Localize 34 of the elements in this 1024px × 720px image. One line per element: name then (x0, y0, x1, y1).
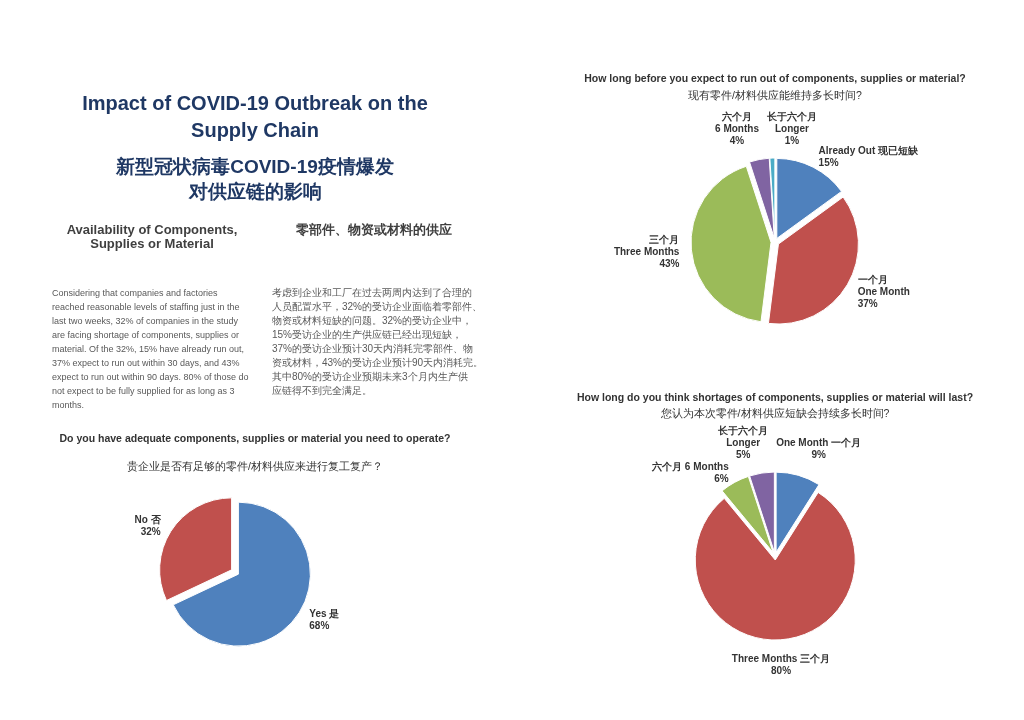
slice-label: 长于六个月 Longer (717, 425, 769, 448)
text: Impact of COVID-19 Outbreak on the Supply Chain (82, 92, 428, 141)
slice-label: 六个月 6 Months (715, 111, 760, 134)
slice-label: 一个月 One Month (857, 273, 910, 297)
data-label: 32% (140, 525, 161, 537)
data-label: 5% (735, 449, 751, 460)
text: 零部件、物资或材料的供应 (294, 222, 452, 237)
data-label: 68% (309, 620, 330, 632)
data-label: 4% (729, 135, 745, 146)
chart-title: How long before you expect to run out of components, supplies or material? (584, 72, 966, 84)
chart-subtitle: 贵企业是否有足够的零件/材料供应来进行复工复产？ (127, 460, 383, 472)
text: Availability of Components, Supplies or Material (66, 222, 238, 251)
data-label: 43% (659, 258, 680, 270)
data-label: 80% (771, 665, 792, 676)
chart-subtitle: 现有零件/材料供应能维持多长时间? (688, 89, 863, 101)
slice-label: 三个月 Three Months (613, 234, 680, 258)
chart-title: Do you have adequate components, supplies or material you need to operate? (59, 432, 451, 444)
chart-subtitle: 您认为本次零件/材料供应短缺会持续多长时间? (659, 407, 890, 419)
slice-label: 六个月 6 Months (651, 460, 730, 472)
data-label: 37% (857, 297, 878, 309)
slice-label: Three Months 三个月 (731, 653, 831, 664)
data-label: 1% (784, 135, 800, 146)
data-label: 6% (714, 472, 729, 484)
text: 新型冠状病毒COVID-19疫情爆发对供应链的影响 (115, 156, 394, 202)
slice-label: No 否 (134, 513, 162, 525)
slice-label: Already Out 现已短缺 (818, 145, 920, 157)
text: Considering that companies and factories reached reasonable levels of staffing just in the last two weeks, 32% of companies in the study are facing shortage of components, supplies or material. Of the 32%, 15% have already run out, 37% expect to run out within 30 days, and 43% expect to run out within 90 days. 80% of those do not expect to be fully supplied for as long as 3 months. (52, 288, 249, 410)
text: 考虑到企业和工厂在过去两周内达到了合理的人员配置水平，32%的受访企业面临着零部件、物资或材料短缺的问题。32%的受访企业中，15%受访企业的生产供应链已经出现短缺，37%的受访企业预计30天内消耗完零部件、物资或材料，43%的受访企业预计90天内消耗完。其中80%的受访企业预期未来3个月内生产供应链得不到完全满足。 (272, 287, 484, 396)
data-label: 9% (811, 449, 826, 460)
slice-label: One Month 一个月 (776, 437, 862, 448)
data-label: 15% (818, 157, 839, 169)
slice-label: 长于六个月 Longer (765, 111, 817, 134)
chart-title: How long do you think shortages of components, supplies or material will last? (576, 391, 974, 403)
slice-label: Yes 是 (309, 608, 340, 620)
